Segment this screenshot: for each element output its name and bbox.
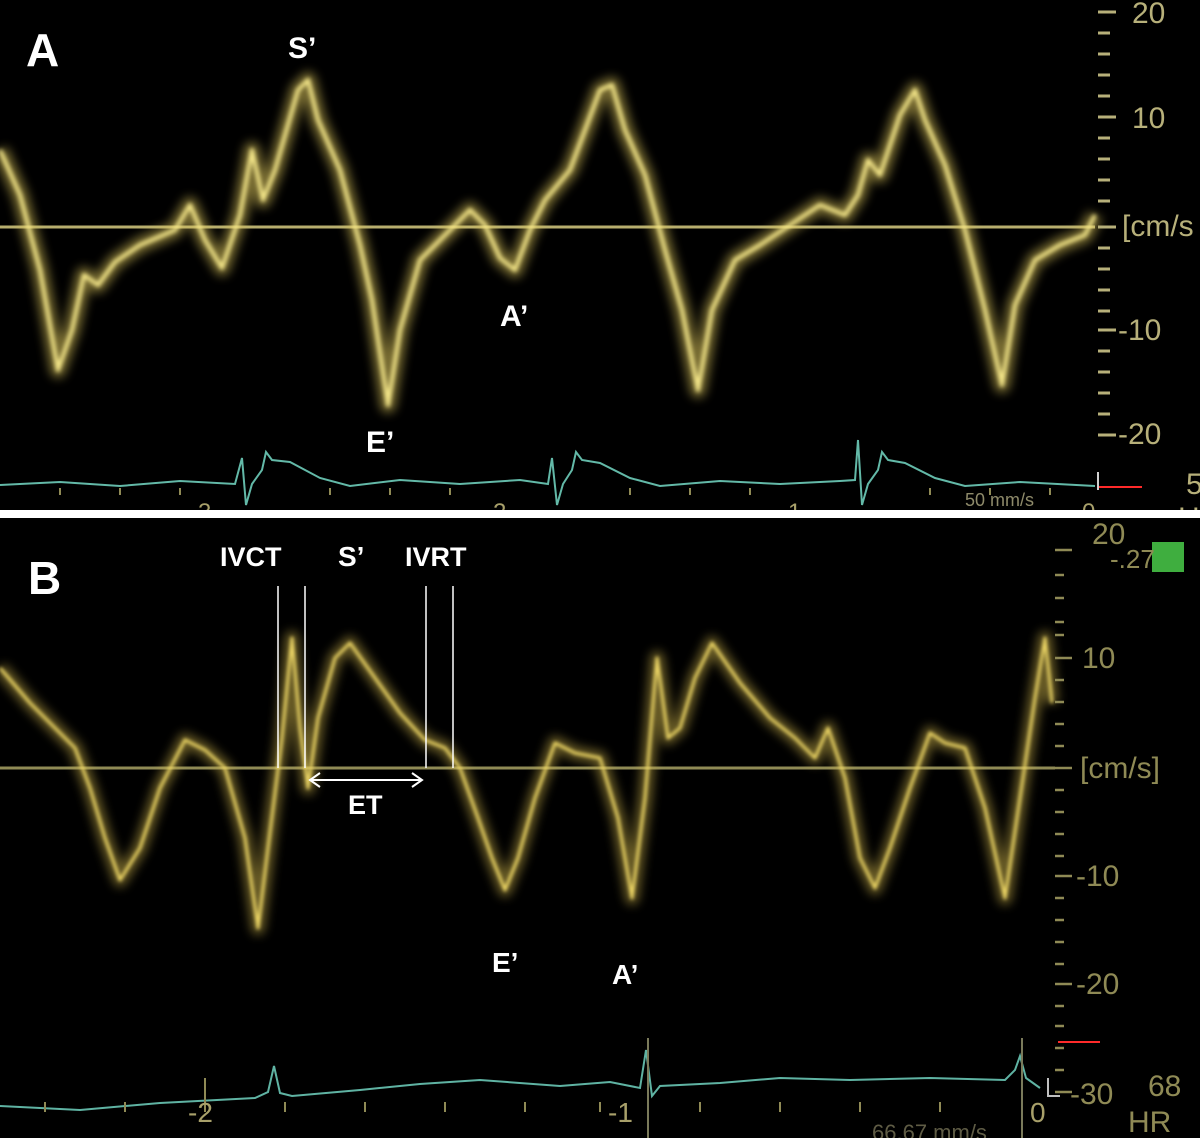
panel-a-scale-label-10: 10 bbox=[1132, 102, 1165, 135]
panel-a-label-e-wave: E’ bbox=[366, 426, 394, 459]
panel-a-time-label-minus2: -2 bbox=[485, 499, 506, 510]
panel-a-corner-text-2: H bbox=[1178, 502, 1200, 510]
panel-a-time-label-minus1: -1 bbox=[780, 499, 801, 510]
panel-a-corner-text: 5 bbox=[1186, 468, 1200, 501]
panel-b-time-label-0: 0 bbox=[1030, 1097, 1046, 1128]
panel-b-label-ivct: IVCT bbox=[220, 542, 282, 572]
panel-b-label-e-wave: E’ bbox=[492, 947, 518, 978]
panel-a-label-a-wave: A’ bbox=[500, 300, 528, 333]
panel-divider bbox=[0, 510, 1200, 518]
panel-b-time-label-minus1: -1 bbox=[608, 1097, 633, 1128]
panel-a-scale-label-minus20: -20 bbox=[1118, 418, 1161, 451]
panel-b-hr-label: HR bbox=[1128, 1106, 1171, 1138]
panel-b-scale-label-minus30: -30 bbox=[1070, 1078, 1113, 1111]
panel-a-scale-label-minus10: -10 bbox=[1118, 314, 1161, 347]
panel-b-hr-value: 68 bbox=[1148, 1070, 1181, 1103]
panel-a-svg: 20 10 -10 -20 [cm/s -3 -2 -1 0 50 mm/s 5… bbox=[0, 0, 1200, 510]
panel-a-scale-label-20: 20 bbox=[1132, 0, 1165, 30]
panel-b-et-arrow bbox=[308, 772, 424, 788]
panel-b-label-a-wave: A’ bbox=[612, 959, 638, 990]
panel-a-time-tick-marks bbox=[59, 488, 1051, 495]
panel-b-scale-label-20: 20 bbox=[1092, 518, 1125, 551]
panel-b-time-label-minus2: -2 bbox=[188, 1097, 213, 1128]
panel-b-scale-label-minus20: -20 bbox=[1076, 968, 1119, 1001]
panel-a-letter: A bbox=[26, 24, 59, 76]
panel-b-scale-label-10: 10 bbox=[1082, 642, 1115, 675]
panel-a-unit-label: [cm/s bbox=[1122, 210, 1194, 243]
panel-a-scale-ticks bbox=[1098, 10, 1116, 437]
panel-b-label-et: ET bbox=[348, 790, 383, 820]
panel-a-ecg-trace bbox=[0, 439, 1096, 506]
panel-b-time-tick-marks bbox=[44, 1078, 941, 1112]
panel-b-timing-lines bbox=[277, 586, 454, 768]
panel-a-label-s-wave: S’ bbox=[288, 32, 316, 65]
panel-b-sweep-speed: 66.67 mm/s bbox=[872, 1120, 987, 1138]
panel-b-scale-label-minus10: -10 bbox=[1076, 860, 1119, 893]
panel-b-scale-ticks bbox=[1055, 548, 1072, 1094]
panel-b-gain-indicator bbox=[1152, 542, 1184, 572]
panel-a-doppler-trace bbox=[0, 72, 1103, 413]
panel-b-label-ivrt: IVRT bbox=[405, 542, 467, 572]
panel-b-unit-label: [cm/s] bbox=[1080, 752, 1160, 785]
panel-b-gain-value: -.27 bbox=[1110, 544, 1155, 574]
panel-a-sweep-speed: 50 mm/s bbox=[965, 490, 1034, 510]
panel-a-time-label-minus3: -3 bbox=[190, 499, 211, 510]
panel-b-ecg-trace bbox=[0, 1049, 1041, 1112]
panel-b-tissue-doppler: -.27 20 10 [cm/s] -10 -20 -30 68 HR -2 -… bbox=[0, 518, 1200, 1138]
panel-b-doppler-trace bbox=[0, 631, 1059, 935]
panel-b-svg: -.27 20 10 [cm/s] -10 -20 -30 68 HR -2 -… bbox=[0, 518, 1184, 1138]
panel-b-corner-bracket bbox=[1047, 1078, 1060, 1097]
panel-a-tissue-doppler: 20 10 -10 -20 [cm/s -3 -2 -1 0 50 mm/s 5… bbox=[0, 0, 1200, 510]
panel-b-label-s-wave: S’ bbox=[338, 541, 364, 572]
panel-a-time-label-0: 0 bbox=[1082, 499, 1095, 510]
panel-b-letter: B bbox=[28, 552, 61, 604]
